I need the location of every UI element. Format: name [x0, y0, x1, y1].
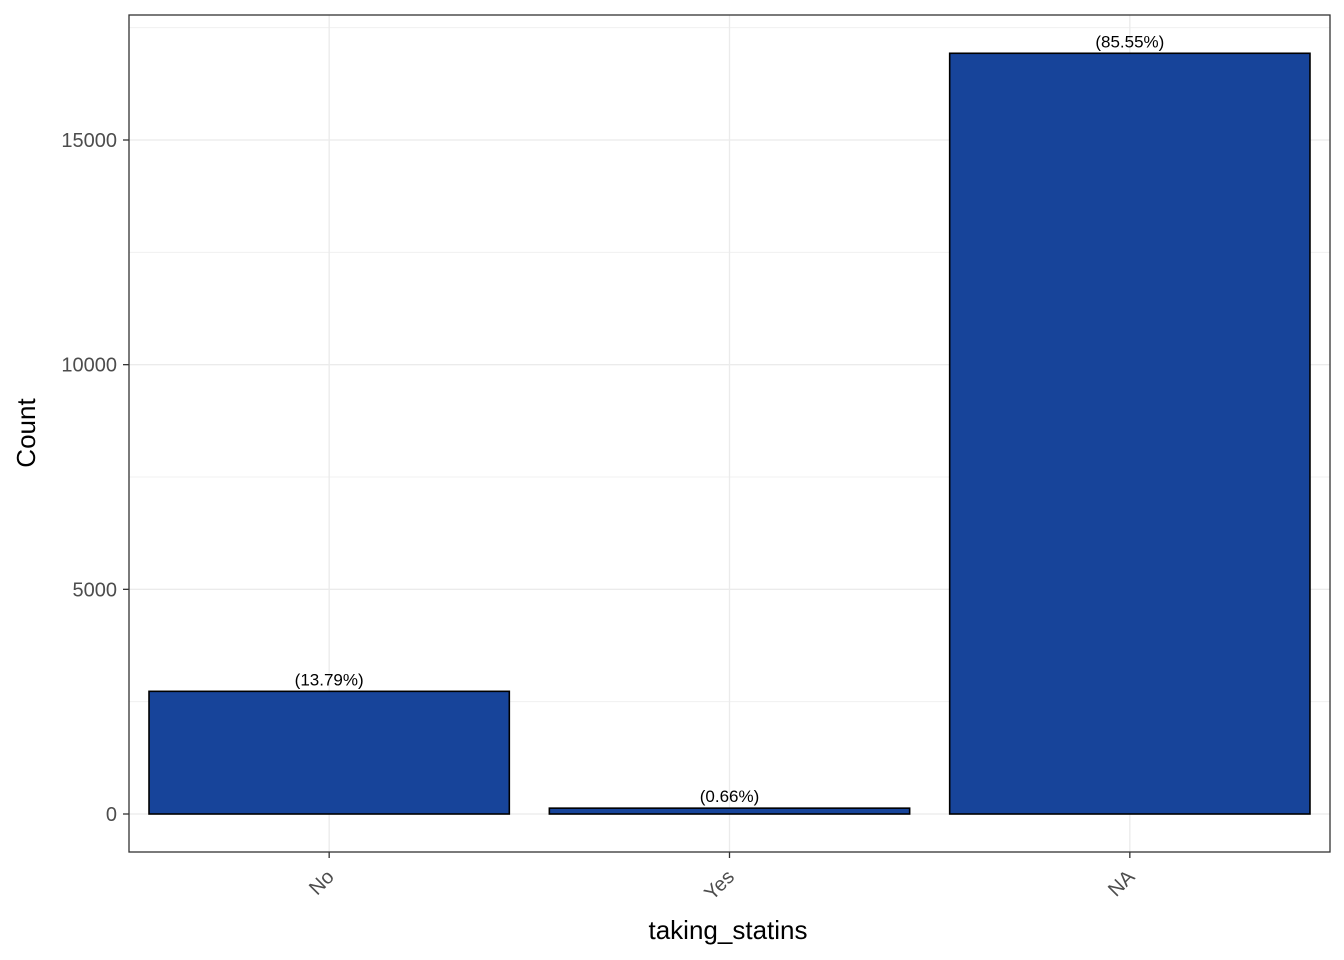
- y-tick-label: 5000: [73, 579, 118, 601]
- x-tick-label: Yes: [700, 866, 739, 905]
- bar-data-label: (85.55%): [1095, 32, 1164, 51]
- x-tick-label: No: [305, 866, 339, 900]
- bar-data-label: (0.66%): [700, 787, 760, 806]
- y-tick-label: 0: [106, 804, 117, 826]
- bar-data-labels: (13.79%) (0.66%) (85.55%): [295, 32, 1165, 806]
- x-axis-ticks: No Yes NA: [305, 852, 1140, 905]
- bar-na: [948, 52, 1311, 815]
- bar-yes: [548, 807, 911, 815]
- y-axis-ticks: 0 5000 10000 15000: [61, 130, 129, 826]
- bar-data-label: (13.79%): [295, 670, 364, 689]
- bars: [148, 52, 1311, 815]
- bar-no: [148, 690, 511, 815]
- y-axis-title: Count: [11, 398, 41, 468]
- x-tick-label: NA: [1104, 866, 1140, 902]
- x-axis-title: taking_statins: [649, 915, 808, 945]
- y-tick-label: 10000: [61, 355, 117, 377]
- y-tick-label: 15000: [61, 130, 117, 152]
